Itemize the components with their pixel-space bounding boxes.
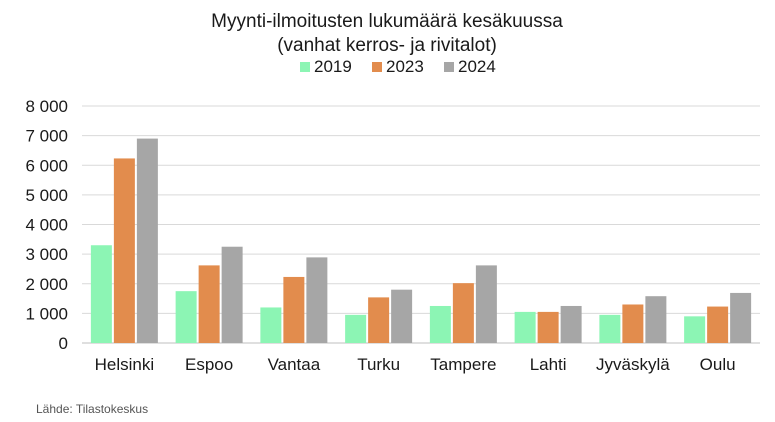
y-tick-label: 4 000 — [25, 216, 68, 235]
legend-label-2023: 2023 — [386, 57, 424, 76]
y-tick-label: 6 000 — [25, 156, 68, 175]
bar-espoo-2019 — [175, 291, 197, 343]
bar-tampere-2024 — [475, 265, 497, 343]
bar-jyväskylä-2024 — [645, 296, 667, 343]
x-category-label: Lahti — [530, 355, 567, 374]
legend-label-2019: 2019 — [314, 57, 352, 76]
x-axis-categories: Helsinki Espoo Vantaa Turku Tampere Lahti Jyvä… — [95, 355, 736, 374]
legend-swatch-2024 — [444, 62, 454, 72]
bar-tampere-2019 — [429, 305, 451, 343]
legend-label-2024: 2024 — [458, 57, 496, 76]
x-category-label: Helsinki — [95, 355, 155, 374]
bar-vantaa-2024 — [306, 257, 328, 343]
bar-helsinki-2024 — [136, 138, 158, 343]
x-category-label: Jyväskylä — [596, 355, 670, 374]
y-tick-label: 1 000 — [25, 304, 68, 323]
bar-vantaa-2019 — [260, 307, 282, 343]
y-tick-label: 3 000 — [25, 245, 68, 264]
source-note: Lähde: Tilastokeskus — [36, 402, 148, 416]
y-tick-label: 7 000 — [25, 127, 68, 146]
chart-title-line2: (vanhat kerros- ja rivitalot) — [277, 35, 497, 56]
bar-jyväskylä-2019 — [599, 314, 621, 343]
bar-jyväskylä-2023 — [622, 304, 644, 343]
bar-turku-2019 — [345, 314, 367, 343]
x-category-label: Espoo — [185, 355, 233, 374]
y-tick-label: 2 000 — [25, 275, 68, 294]
bar-oulu-2023 — [707, 306, 729, 343]
legend-swatch-2023 — [372, 62, 382, 72]
bar-lahti-2019 — [514, 311, 536, 343]
legend: 2019 2023 2024 — [300, 57, 496, 76]
y-tick-label: 8 000 — [25, 97, 68, 116]
y-tick-label: 0 — [59, 334, 68, 353]
bar-lahti-2023 — [537, 311, 559, 343]
y-tick-label: 5 000 — [25, 186, 68, 205]
bar-vantaa-2023 — [283, 276, 305, 343]
bar-oulu-2019 — [684, 316, 706, 343]
legend-swatch-2019 — [300, 62, 310, 72]
x-category-label: Oulu — [700, 355, 736, 374]
bars — [90, 138, 752, 343]
x-category-label: Tampere — [430, 355, 496, 374]
x-category-label: Turku — [357, 355, 400, 374]
bar-tampere-2023 — [452, 283, 474, 343]
bar-espoo-2023 — [198, 265, 220, 343]
bar-helsinki-2023 — [113, 158, 135, 343]
bar-oulu-2024 — [730, 292, 752, 343]
bar-turku-2024 — [391, 289, 413, 343]
bar-turku-2023 — [368, 297, 390, 343]
bar-helsinki-2019 — [90, 245, 112, 343]
chart-title-line1: Myynti-ilmoitusten lukumäärä kesäkuussa — [211, 11, 563, 32]
bar-espoo-2024 — [221, 246, 243, 343]
y-axis-ticks: 0 1 000 2 000 3 000 4 000 5 000 6 000 7 000 8 00… — [25, 97, 68, 353]
x-category-label: Vantaa — [268, 355, 321, 374]
bar-lahti-2024 — [560, 305, 582, 343]
